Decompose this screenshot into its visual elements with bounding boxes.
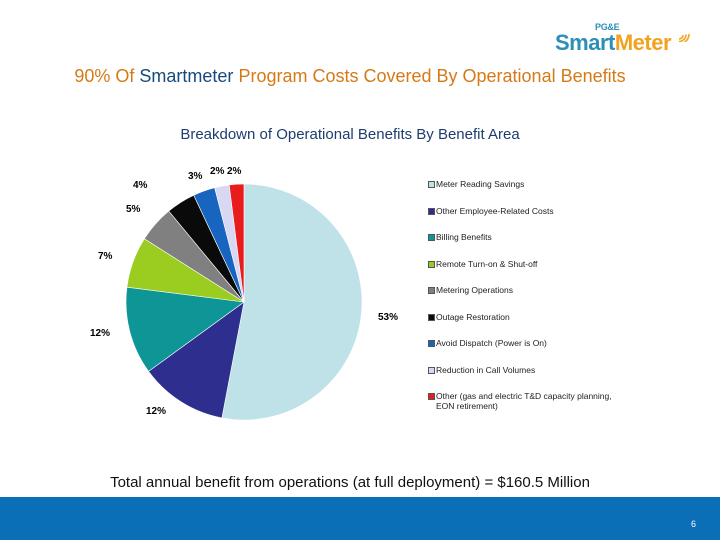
- legend-label: Meter Reading Savings: [436, 179, 525, 189]
- chart-legend: Meter Reading Savings Other Employee-Rela…: [428, 177, 618, 416]
- pie-percent-label: 2%: [210, 166, 225, 177]
- logo-meter: Meter: [614, 30, 672, 55]
- legend-label: Other (gas and electric T&D capacity pla…: [436, 391, 612, 411]
- pie-percent-label: 2%: [227, 166, 242, 177]
- page-number: 6: [690, 519, 696, 529]
- legend-swatch: [428, 207, 435, 215]
- pie-slice: [125, 286, 245, 372]
- legend-label: Remote Turn-on & Shut-off: [436, 258, 538, 269]
- pie-percent-label: 3%: [188, 171, 203, 182]
- pie-percent-label: 53%: [378, 312, 399, 323]
- legend-swatch: [428, 340, 435, 347]
- signal-waves-icon: [678, 33, 690, 42]
- legend-item: Other Employee-Related Costs: [428, 204, 618, 231]
- legend-swatch: [428, 366, 435, 374]
- legend-label: Reduction in Call Volumes: [436, 364, 536, 375]
- legend-swatch: [428, 393, 435, 400]
- legend-swatch: [428, 287, 435, 294]
- legend-label: Billing Benefits: [436, 232, 492, 242]
- pie-percent-label: 12%: [146, 406, 167, 417]
- legend-swatch: [428, 313, 435, 321]
- title-part-3: Program Costs Covered By Operational Ben…: [233, 66, 626, 86]
- pie-percent-label: 7%: [98, 251, 113, 262]
- title-part-1: 90% Of: [74, 66, 140, 86]
- pie-slice: [228, 183, 245, 303]
- legend-item: Billing Benefits: [428, 230, 618, 257]
- title-part-2: Smartmeter: [139, 66, 234, 86]
- chart-title: Breakdown of Operational Benefits By Ben…: [180, 126, 520, 143]
- logo-brand: PG&E: [595, 22, 620, 32]
- legend-swatch: [428, 260, 435, 268]
- pie-percent-label: 5%: [126, 204, 141, 215]
- pie-percent-label: 12%: [90, 328, 111, 339]
- legend-label: Other Employee-Related Costs: [436, 205, 554, 216]
- logo-wordmark: SmartMeter: [555, 30, 672, 56]
- legend-label: Metering Operations: [436, 285, 514, 295]
- page-title: 90% Of Smartmeter Program Costs Covered …: [0, 66, 700, 87]
- legend-swatch: [428, 234, 435, 241]
- legend-label: Outage Restoration: [436, 311, 510, 322]
- legend-item: Other (gas and electric T&D capacity pla…: [428, 389, 618, 416]
- legend-swatch: [428, 181, 435, 188]
- legend-item: Meter Reading Savings: [428, 177, 618, 204]
- pie-slice: [221, 183, 363, 421]
- total-benefit-text: Total annual benefit from operations (at…: [110, 474, 590, 491]
- legend-item: Metering Operations: [428, 283, 618, 310]
- pge-smartmeter-logo: PG&E SmartMeter: [555, 22, 695, 56]
- pie-percent-label: 4%: [133, 180, 148, 191]
- legend-item: Outage Restoration: [428, 310, 618, 337]
- legend-item: Avoid Dispatch (Power is On): [428, 336, 618, 363]
- logo-smart: Smart: [555, 30, 615, 55]
- pie-slice: [148, 301, 245, 419]
- footer-bar: 6: [0, 497, 720, 540]
- legend-label: Avoid Dispatch (Power is On): [436, 338, 547, 348]
- legend-item: Remote Turn-on & Shut-off: [428, 257, 618, 284]
- legend-item: Reduction in Call Volumes: [428, 363, 618, 390]
